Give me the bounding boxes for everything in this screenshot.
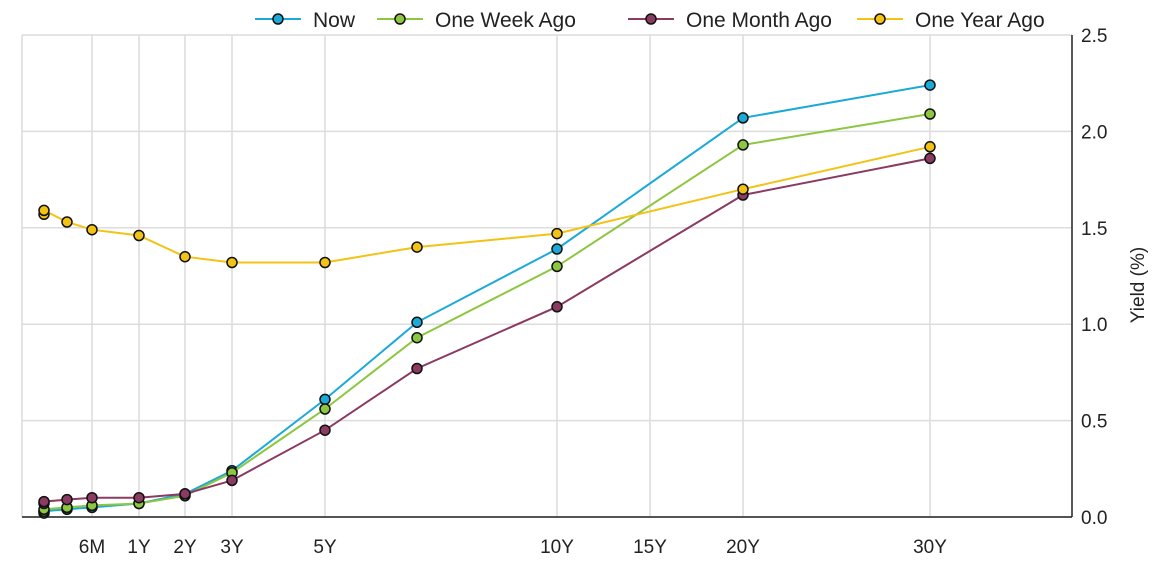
data-point[interactable] (319, 393, 331, 406)
series-now (38, 79, 936, 519)
y-tick-label: 1.5 (1081, 219, 1107, 240)
legend-swatch-marker (272, 13, 284, 25)
x-tick-label: 10Y (540, 537, 574, 558)
data-point[interactable] (551, 301, 563, 313)
x-tick-label: 3Y (220, 537, 244, 558)
series-line (43, 145, 931, 264)
data-point[interactable] (411, 362, 423, 375)
data-point[interactable] (551, 260, 563, 273)
y-tick-label: 1.0 (1081, 315, 1107, 336)
data-point[interactable] (737, 139, 749, 151)
series-one-month-ago (38, 152, 936, 510)
data-point[interactable] (226, 474, 238, 487)
series-one-year-ago (38, 141, 936, 269)
legend-item-one-week-ago[interactable]: One Week Ago (377, 9, 576, 32)
legend-label: Now (313, 9, 356, 32)
data-point[interactable] (924, 141, 936, 153)
x-tick-label: 15Y (633, 537, 667, 558)
legend-label: One Week Ago (435, 9, 576, 32)
series-line (43, 113, 931, 512)
data-point[interactable] (179, 488, 191, 500)
data-point[interactable] (133, 229, 145, 242)
grid-layer (21, 34, 1072, 518)
legend[interactable]: Now One Week Ago One Month Ago One Year Ago (255, 9, 1045, 32)
data-point[interactable] (924, 108, 936, 120)
legend-item-one-year-ago[interactable]: One Year Ago (857, 9, 1045, 32)
data-point[interactable] (411, 316, 423, 329)
legend-item-now[interactable]: Now (255, 9, 356, 32)
data-point[interactable] (61, 493, 73, 506)
y-tick-label: 2.0 (1081, 122, 1107, 143)
y-tick-label: 0.5 (1081, 412, 1107, 433)
x-tick-label: 30Y (913, 537, 947, 558)
y-axis-title: Yield (%) (1128, 247, 1149, 323)
data-point[interactable] (737, 112, 749, 124)
legend-swatch-marker (645, 13, 657, 25)
data-point[interactable] (133, 491, 145, 504)
legend-item-one-month-ago[interactable]: One Month Ago (628, 9, 832, 32)
x-tick-label: 2Y (173, 537, 197, 558)
series-line (43, 84, 931, 514)
x-tick-label: 20Y (726, 537, 760, 558)
x-tick-label: 5Y (313, 537, 337, 558)
data-point[interactable] (551, 243, 563, 255)
data-point[interactable] (319, 403, 331, 415)
data-point[interactable] (86, 491, 98, 504)
data-point[interactable] (38, 495, 50, 508)
x-tick-label: 1Y (127, 537, 151, 558)
legend-label: One Year Ago (915, 9, 1045, 32)
data-point[interactable] (319, 424, 331, 436)
series-layer (38, 79, 936, 519)
series-one-week-ago (38, 108, 936, 517)
data-point[interactable] (551, 227, 563, 240)
data-point[interactable] (61, 216, 73, 228)
legend-swatch-marker (874, 13, 886, 25)
series-line (43, 157, 931, 504)
data-point[interactable] (737, 183, 749, 195)
data-point[interactable] (179, 250, 191, 263)
axis-layer: 6M 1Y 2Y 3Y 5Y 10Y 15Y 20Y 30Y 0.0 0.5 1.0 1.5 2.0 2.5 (22, 26, 1107, 558)
data-point[interactable] (86, 223, 98, 236)
legend-swatch-marker (394, 13, 406, 25)
data-point[interactable] (924, 152, 936, 165)
data-point[interactable] (924, 79, 936, 91)
legend-label: One Month Ago (686, 9, 832, 32)
data-point[interactable] (411, 241, 423, 253)
y-tick-label: 0.0 (1081, 508, 1107, 529)
data-point[interactable] (411, 331, 423, 344)
x-tick-label: 6M (79, 537, 105, 558)
data-point[interactable] (226, 256, 238, 269)
data-point[interactable] (319, 256, 331, 269)
y-tick-label: 2.5 (1081, 26, 1107, 47)
data-point[interactable] (38, 204, 50, 217)
